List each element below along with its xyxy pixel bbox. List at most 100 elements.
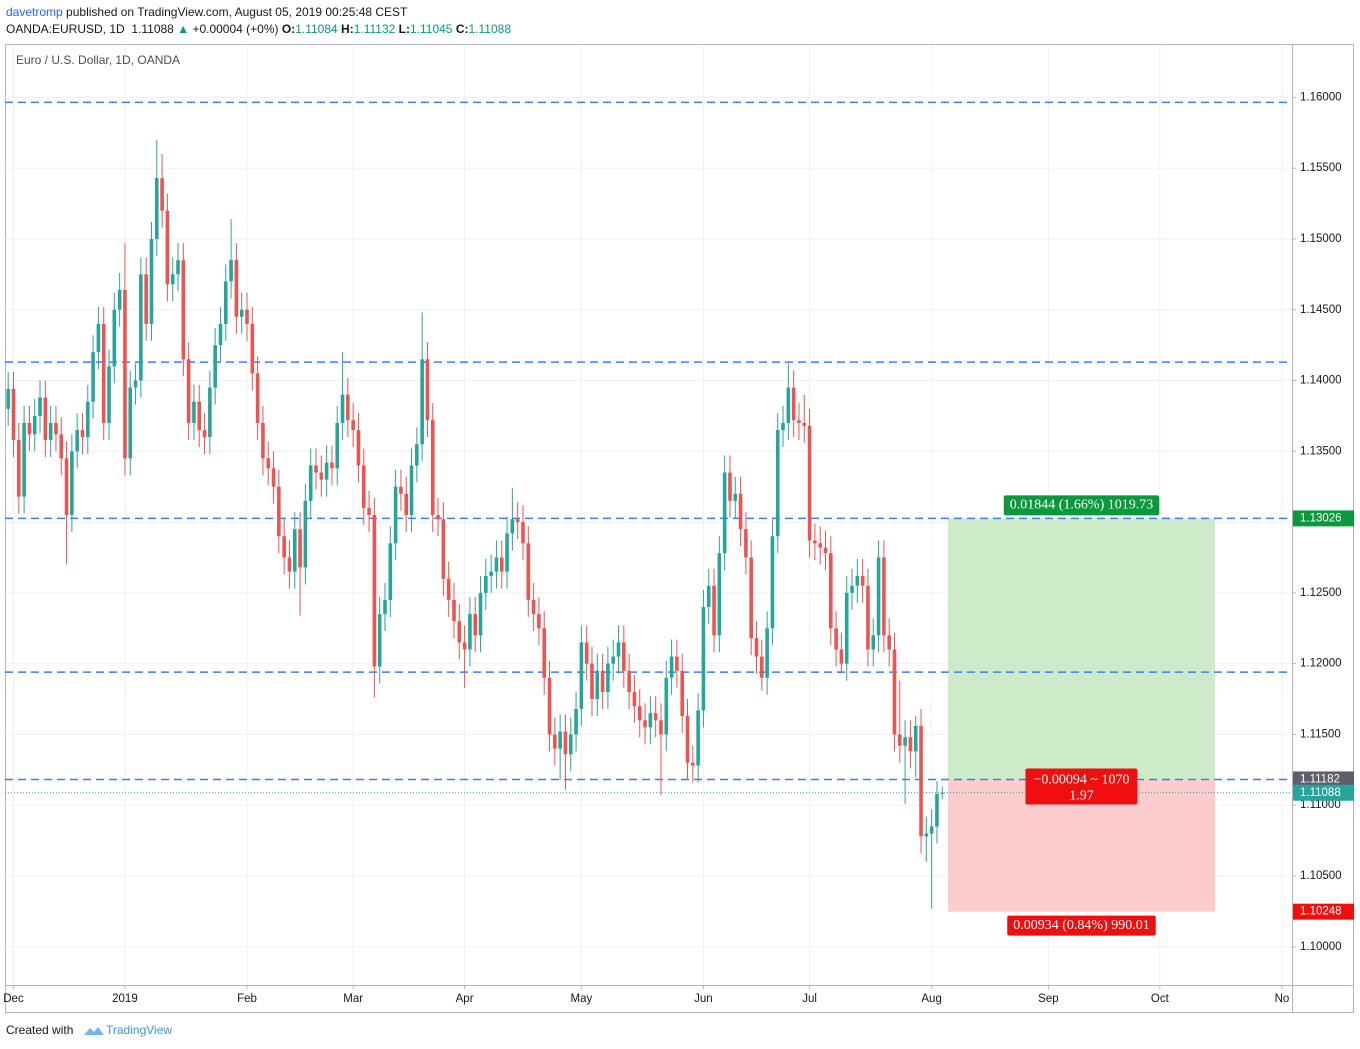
price-tag-label: 1.13026: [1300, 512, 1342, 524]
candle-body: [844, 592, 849, 664]
candle-body: [664, 677, 669, 735]
arrow: ▲: [177, 22, 190, 36]
y-tick-label: 1.16000: [1300, 91, 1342, 103]
published: published on TradingView.com, August 05,…: [66, 5, 408, 19]
candle-body: [133, 380, 138, 388]
candle-body: [484, 575, 488, 593]
footer-brand[interactable]: TradingView: [106, 1023, 172, 1037]
y-tick-label: 1.14000: [1300, 375, 1342, 387]
candle-body: [728, 472, 732, 501]
candle-body: [908, 737, 913, 752]
candle-body: [913, 725, 918, 752]
candle-body: [653, 713, 658, 721]
entry-label-box: [1025, 768, 1138, 805]
author[interactable]: davetromp: [6, 5, 63, 19]
candle-body: [749, 557, 753, 639]
candle-body: [855, 575, 860, 586]
candle-body: [468, 614, 472, 650]
candle-body: [834, 628, 838, 650]
candle-body: [75, 430, 79, 452]
x-tick-label: Feb: [237, 993, 257, 1005]
candle-body: [139, 274, 143, 381]
candle-body: [675, 656, 679, 671]
candle-body: [685, 716, 690, 763]
candle-body: [48, 422, 53, 440]
candle-body: [70, 451, 74, 515]
candle-body: [202, 430, 207, 438]
candle-body: [250, 323, 255, 374]
candle-body: [770, 536, 775, 629]
candle-body: [574, 708, 578, 735]
price-tag: [1293, 771, 1354, 788]
candle-body: [208, 387, 212, 438]
candle-body: [112, 309, 117, 367]
candle-body: [176, 260, 180, 275]
candle-body: [234, 260, 239, 317]
candle-body: [96, 323, 101, 353]
candle-body: [892, 649, 897, 735]
candle-body: [632, 691, 637, 707]
x-tick-label: Aug: [921, 993, 941, 1005]
x-tick-label: Apr: [456, 993, 474, 1005]
candle-body: [218, 323, 223, 346]
candle-body: [59, 434, 64, 459]
target-label-box: [1003, 495, 1160, 516]
candle-body: [706, 585, 711, 608]
candle-body: [526, 543, 531, 600]
candle-body: [446, 578, 451, 600]
candle-body: [388, 543, 393, 600]
candle-body: [499, 557, 504, 572]
candle-body: [266, 458, 271, 469]
candle-body: [149, 238, 154, 324]
candle-body: [563, 731, 568, 755]
candle-body: [335, 422, 340, 469]
symbol: OANDA:EURUSD, 1D: [6, 22, 125, 36]
candle-body: [860, 575, 865, 586]
candle-body: [866, 585, 870, 650]
candle-body: [314, 465, 318, 473]
candle-body: [277, 486, 281, 537]
y-tick-label: 1.13500: [1300, 445, 1342, 457]
candle-body: [558, 731, 562, 749]
o: 1.11084: [295, 22, 338, 36]
candle-body: [430, 420, 435, 515]
candle-body: [876, 557, 881, 636]
c-label: C:: [455, 22, 469, 36]
stop-label-box: [1007, 915, 1156, 936]
candle-body: [553, 734, 557, 749]
candle-body: [271, 468, 276, 487]
candle-body: [181, 260, 186, 360]
candle-body: [409, 465, 414, 515]
candle-body: [600, 670, 605, 692]
candle-body: [107, 366, 111, 423]
candle-body: [829, 553, 833, 629]
l-label: L:: [398, 22, 410, 36]
candle-body: [85, 401, 90, 438]
price-tag: [1293, 510, 1354, 527]
candle-body: [515, 519, 520, 523]
candle-body: [802, 422, 807, 426]
candle-body: [54, 422, 58, 435]
candle-body: [616, 642, 621, 657]
candle-body: [744, 529, 748, 558]
candle-body: [117, 289, 122, 310]
plot: 0.01844 (1.66%) 1019.73 −0.00094 ~ 10701.…: [5, 101, 1292, 936]
h-label: H:: [341, 22, 354, 36]
candle-body: [261, 422, 265, 459]
candle-body: [308, 465, 313, 501]
candle-body: [611, 656, 616, 664]
o-label: O:: [281, 22, 296, 36]
x-tick-label: Jun: [694, 993, 713, 1005]
candle-body: [420, 359, 424, 445]
candle-body: [510, 519, 515, 534]
candle-body: [22, 422, 26, 497]
candle-body: [452, 599, 456, 622]
candle-body: [298, 529, 302, 568]
candle-body: [791, 387, 796, 421]
x-tick-label: 2019: [112, 993, 138, 1005]
y-tick-label: 1.12000: [1300, 658, 1342, 670]
candle-body: [722, 472, 727, 554]
candle-body: [473, 614, 478, 636]
candle-body: [287, 557, 292, 572]
